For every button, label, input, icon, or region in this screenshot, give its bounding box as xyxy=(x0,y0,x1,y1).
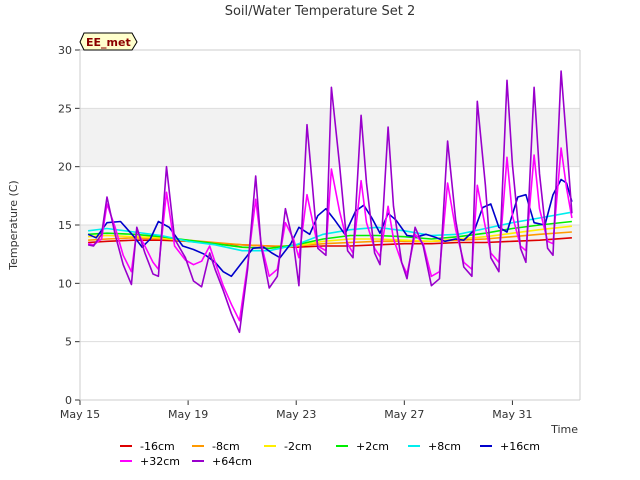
legend-item: -8cm xyxy=(192,440,240,453)
series-line-+64cm xyxy=(87,70,573,334)
legend-item: +64cm xyxy=(192,455,252,468)
x-tick-label: May 27 xyxy=(384,408,424,421)
x-axis-label: Time xyxy=(550,423,578,436)
legend-label: +16cm xyxy=(500,440,540,453)
y-tick-label: 5 xyxy=(65,336,72,349)
legend-label: +64cm xyxy=(212,455,252,468)
y-tick-label: 25 xyxy=(58,102,72,115)
chart-title: Soil/Water Temperature Set 2 xyxy=(225,4,416,19)
badge-box xyxy=(79,32,138,51)
axes: 0 5 10 15 20 25 30 May 15 May 19 May 23 May 27 May … xyxy=(58,44,581,421)
x-tick-label: May 15 xyxy=(60,408,100,421)
series-line-+32cm xyxy=(87,147,573,322)
x-tick-label: May 23 xyxy=(276,408,316,421)
legend: -16cm -8cm -2cm +2cm +8cm +16cm +32cm +64cm xyxy=(120,440,540,468)
legend-label: +32cm xyxy=(140,455,180,468)
series-lines xyxy=(87,70,573,334)
y-tick-label: 30 xyxy=(58,44,72,57)
legend-item: +32cm xyxy=(120,455,180,468)
legend-item: +16cm xyxy=(480,440,540,453)
legend-label: -8cm xyxy=(212,440,240,453)
x-tick-label: May 19 xyxy=(168,408,208,421)
legend-item: -16cm xyxy=(120,440,175,453)
legend-item: +2cm xyxy=(336,440,389,453)
legend-label: +2cm xyxy=(356,440,389,453)
badge: EE_met xyxy=(79,32,138,51)
y-tick-label: 10 xyxy=(58,277,72,290)
legend-item: -2cm xyxy=(264,440,312,453)
y-axis-label: Temperature (C) xyxy=(7,180,20,270)
y-tick-label: 15 xyxy=(58,219,72,232)
y-tick-label: 20 xyxy=(58,161,72,174)
legend-label: -2cm xyxy=(284,440,312,453)
y-tick-label: 0 xyxy=(65,394,72,407)
legend-item: +8cm xyxy=(408,440,461,453)
legend-label: -16cm xyxy=(140,440,175,453)
x-tick-label: May 31 xyxy=(492,408,532,421)
legend-label: +8cm xyxy=(428,440,461,453)
badge-label: EE_met xyxy=(86,36,131,49)
